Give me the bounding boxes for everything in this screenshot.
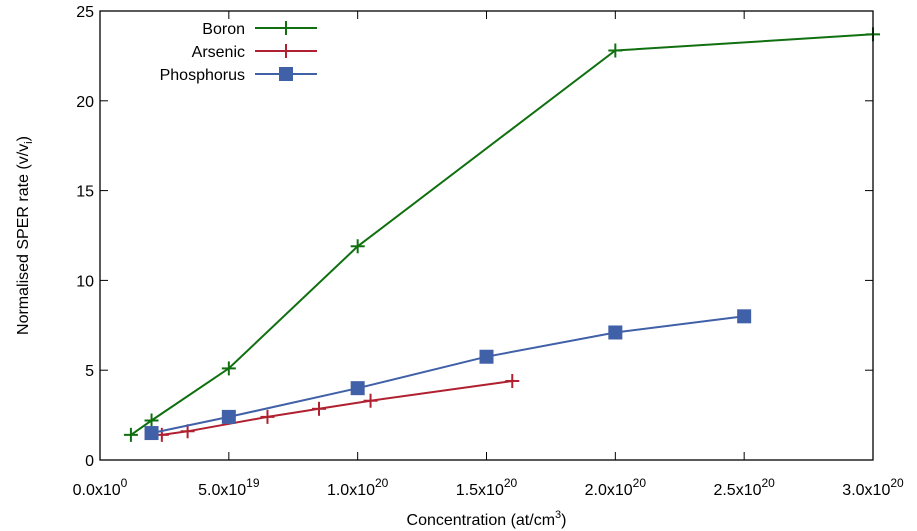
x-tick-label: 2.0x1020: [585, 476, 647, 499]
x-tick-label: 0.0x100: [73, 476, 128, 499]
series-layer: [123, 27, 880, 442]
x-axis-title-end: ): [561, 512, 566, 529]
y-tick-label: 15: [76, 184, 94, 201]
phosphorus-point: [608, 325, 623, 340]
phosphorus-point: [737, 309, 752, 324]
boron-point: [350, 239, 365, 254]
arsenic-point: [312, 401, 327, 416]
arsenic-line: [161, 380, 513, 436]
legend-label-phosphorus: Phosphorus: [160, 67, 245, 84]
x-axis-title: Concentration (at/cm3): [407, 509, 567, 529]
legend-label-arsenic: Arsenic: [192, 44, 245, 61]
y-axis-title-sub: i: [23, 141, 35, 143]
boron-line: [130, 33, 874, 436]
x-axis-title-main: Concentration (at/cm: [407, 512, 556, 529]
x-tick-label: 3.0x1020: [842, 476, 904, 499]
x-tick-label: 1.0x1020: [327, 476, 389, 499]
x-tick-exponent: 20: [504, 476, 518, 490]
y-tick-labels: 0 5 10 15 20 25: [76, 4, 94, 470]
arsenic-point: [180, 424, 195, 439]
x-tick-mantissa: 3.0x10: [842, 482, 890, 499]
y-tick-label: 20: [76, 94, 94, 111]
phosphorus-point: [350, 381, 365, 396]
boron-point: [144, 413, 159, 428]
legend-item-arsenic: Arsenic: [192, 44, 317, 61]
x-tick-mantissa: 2.0x10: [585, 482, 633, 499]
y-axis-title: Normalised SPER rate (v/vi): [15, 136, 35, 335]
x-tick-label: 1.5x1020: [456, 476, 518, 499]
legend: Boron Arsenic Phosphorus: [160, 21, 317, 84]
x-tick-mantissa: 5.0x10: [198, 482, 246, 499]
y-tick-label: 0: [85, 453, 94, 470]
arsenic-point: [505, 373, 520, 388]
legend-item-boron: Boron: [202, 21, 317, 38]
legend-marker-phosphorus: [279, 67, 293, 81]
legend-label-boron: Boron: [202, 21, 245, 38]
phosphorus-point: [221, 409, 236, 424]
legend-marker-boron: [279, 21, 293, 35]
x-tick-exponent: 0: [121, 476, 128, 490]
legend-item-phosphorus: Phosphorus: [160, 67, 317, 84]
boron-point: [608, 43, 623, 58]
y-axis-title-end: ): [15, 136, 32, 141]
x-tick-exponent: 19: [246, 476, 260, 490]
x-tick-labels: 0.0x100 5.0x1019 1.0x1020 1.5x1020 2.0x1020 2…: [73, 476, 904, 499]
x-tick-exponent: 20: [890, 476, 904, 490]
phosphorus-line: [151, 315, 745, 435]
y-tick-label: 25: [76, 4, 94, 21]
x-tick-label: 2.5x1020: [713, 476, 775, 499]
x-tick-exponent: 20: [762, 476, 776, 490]
x-tick-exponent: 20: [633, 476, 647, 490]
x-tick-mantissa: 1.5x10: [456, 482, 504, 499]
y-tick-label: 5: [85, 363, 94, 380]
phosphorus-point: [479, 349, 494, 364]
plot-frame: [99, 10, 874, 461]
boron-point: [123, 427, 138, 442]
series-arsenic: [154, 373, 520, 442]
x-tick-label: 5.0x1019: [198, 476, 260, 499]
arsenic-point: [363, 393, 378, 408]
x-tick-mantissa: 0.0x10: [73, 482, 121, 499]
x-axis-title-sup: 3: [555, 509, 561, 521]
y-tick-label: 10: [76, 273, 94, 290]
series-phosphorus: [144, 309, 752, 441]
x-tick-mantissa: 2.5x10: [713, 482, 761, 499]
y-axis-title-main: Normalised SPER rate (v/v: [15, 144, 32, 335]
boron-point: [221, 361, 236, 376]
x-tick-mantissa: 1.0x10: [327, 482, 375, 499]
x-tick-exponent: 20: [375, 476, 389, 490]
arsenic-point: [260, 409, 275, 424]
phosphorus-point: [144, 426, 159, 441]
series-boron: [123, 27, 880, 442]
legend-marker-arsenic: [279, 44, 293, 58]
